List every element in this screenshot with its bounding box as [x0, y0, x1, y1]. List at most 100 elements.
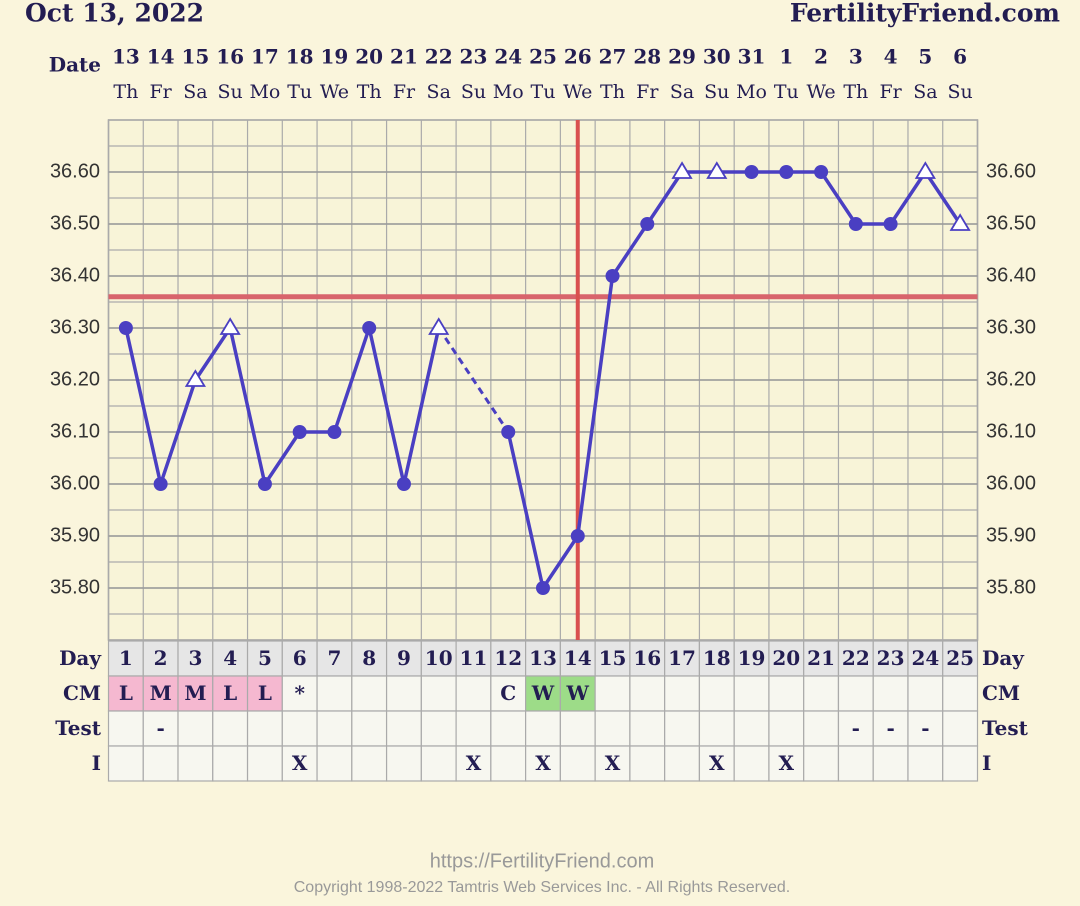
table-cell: [490, 710, 527, 747]
row-label: I: [92, 751, 101, 775]
table-cell: [525, 745, 561, 782]
marker-triangle: [914, 161, 936, 179]
weekday-label: Mo: [249, 81, 280, 103]
y2-tick-label: 36.00: [986, 472, 1036, 494]
date-label: 6: [953, 45, 967, 69]
y2-tick-label: 36.50: [986, 212, 1036, 234]
weekday-label: Fr: [879, 81, 902, 103]
cell-text: 20: [772, 646, 800, 670]
table-cell: [142, 640, 179, 677]
table-cell: [142, 745, 179, 782]
table-cell: [281, 675, 318, 712]
table-cell: [803, 710, 840, 747]
table-cell: [107, 710, 144, 747]
weekday-label: Sa: [427, 81, 451, 103]
table-cell: [907, 675, 944, 712]
table-cell: [629, 640, 666, 677]
weekday-label: We: [806, 81, 835, 103]
table-cell: [872, 710, 909, 747]
table-cell: [942, 675, 979, 712]
table-cell: [803, 745, 840, 782]
cell-text: 6: [293, 646, 307, 670]
table-cell: [664, 745, 701, 782]
table-cell: [698, 675, 735, 712]
table-cell: [107, 675, 144, 712]
y2-tick-label: 36.10: [986, 420, 1036, 442]
y2-tick-label: 36.30: [986, 316, 1036, 338]
cell-text: 16: [633, 646, 661, 670]
weekday-label: Tu: [774, 81, 799, 103]
table-cell: [664, 710, 701, 747]
cell-text: 12: [494, 646, 522, 670]
table-cell: [803, 640, 840, 677]
table-cell: [316, 710, 353, 747]
row-label: CM: [63, 681, 101, 705]
table-cell: [177, 710, 214, 747]
table-cell: [142, 675, 179, 712]
table-cell: [490, 640, 527, 677]
marker-dot: [118, 321, 133, 335]
date-label: 30: [703, 45, 731, 69]
cell-text: X: [292, 751, 308, 775]
cell-text: -: [852, 716, 860, 740]
marker-dot: [570, 529, 585, 543]
table-cell: [698, 710, 735, 747]
weekday-label: Th: [600, 81, 625, 103]
row-label: Day: [59, 646, 102, 670]
cell-text: 4: [223, 646, 237, 670]
table-cell: [281, 640, 318, 677]
table-cell: [385, 745, 422, 782]
marker-dot: [536, 581, 550, 595]
table-cell: [594, 710, 631, 747]
cell-text: 13: [529, 646, 557, 670]
weekday-label: Fr: [150, 81, 173, 103]
cell-text: W: [531, 681, 555, 705]
chart-title: Oct 13, 2022: [25, 0, 204, 28]
cell-text: *: [294, 681, 305, 705]
date-label: 4: [884, 45, 898, 69]
cell-text: 14: [564, 646, 592, 670]
table-cell: [629, 675, 666, 712]
table-cell: [559, 745, 596, 782]
weekday-label: We: [563, 81, 592, 103]
table-cell: [525, 710, 561, 747]
table-cell: [385, 710, 422, 747]
cell-text: 17: [668, 646, 696, 670]
table-cell: [246, 675, 283, 712]
weekday-label: Mo: [493, 81, 524, 103]
table-cell: [664, 675, 701, 712]
weekday-label: Th: [843, 81, 868, 103]
table-cell: [803, 675, 840, 712]
table-cell: [455, 675, 492, 712]
table-cell: [733, 710, 770, 747]
weekday-label: Tu: [287, 81, 312, 103]
date-label: 17: [251, 45, 279, 69]
cell-text: 3: [188, 646, 202, 670]
table-cell: [316, 745, 353, 782]
cell-text: 23: [877, 646, 905, 670]
table-cell: [872, 640, 909, 677]
cell-text: X: [709, 751, 725, 775]
table-cell: [907, 745, 944, 782]
date-label: 18: [286, 45, 314, 69]
table-cell: [212, 675, 249, 712]
cell-text: 10: [425, 646, 453, 670]
table-cell: [107, 745, 144, 782]
marker-dot: [848, 217, 863, 231]
cell-text: M: [184, 681, 206, 705]
table-cell: [420, 710, 457, 747]
date-label: 5: [918, 45, 932, 69]
date-label: 29: [668, 45, 696, 69]
date-label: 20: [355, 45, 383, 69]
table-cell: [351, 675, 388, 712]
date-label: 28: [633, 45, 661, 69]
table-cell: [212, 745, 249, 782]
cell-text: 25: [946, 646, 974, 670]
table-cell: [490, 675, 527, 712]
table-cell: [420, 675, 457, 712]
table-cell: [629, 745, 666, 782]
table-cell: [733, 745, 770, 782]
table-cell: [455, 745, 492, 782]
marker-triangle: [184, 369, 206, 387]
